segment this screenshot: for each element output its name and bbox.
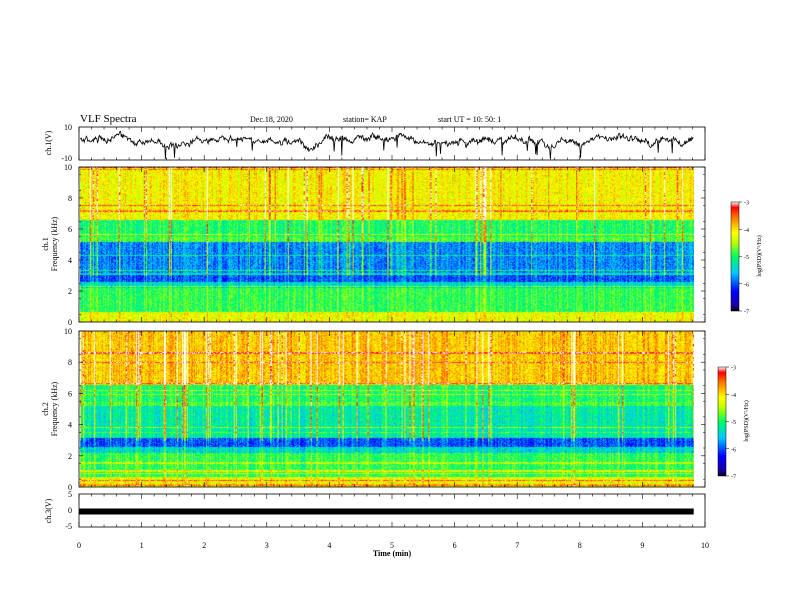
ch1-waveform-line: [79, 130, 694, 160]
time-tick-label: 10: [701, 541, 709, 550]
colorbar-tick-label: -7: [731, 475, 736, 481]
frequency-tick-label: 2: [68, 452, 72, 461]
colorbar-tick-label: -5: [731, 420, 736, 426]
frequency-tick-label: 0: [68, 318, 72, 327]
ch3-signal-line: [79, 508, 694, 515]
frequency-tick-label: 10: [64, 327, 72, 336]
ch2-spectrogram-heatmap: [80, 331, 694, 487]
time-axis-label: Time (min): [373, 549, 412, 558]
time-tick-label: 5: [390, 541, 394, 550]
spectrogram-image: [80, 331, 694, 487]
ch1-colorbar-label: log(PSD)(V²/Hz): [756, 235, 763, 276]
ch1-waveform-panel: 10 -10 ch.1(V): [44, 123, 706, 163]
ch1-waveform-trace: [79, 130, 694, 160]
frequency-tick-label: 6: [68, 225, 72, 234]
colorbar-tick-label: -3: [744, 201, 749, 207]
ch1-colorbar-ticks: -3 -4 -5 -6 -7: [739, 201, 749, 316]
ch1-spectrogram-ylabel-channel: ch.1: [41, 237, 50, 251]
time-tick-label: 0: [77, 541, 81, 550]
ch3-signal-ylabel: ch.3(V): [44, 498, 53, 523]
ch1-colorbar-gradient: [730, 201, 740, 312]
ch1-spectrogram-xticks: [78, 167, 706, 322]
ch1-waveform-xticks: [78, 127, 706, 160]
ch1-ytick-top: 10: [64, 123, 72, 132]
ch1-spectrogram-yticks: 0 2 4 6 8 10: [64, 163, 705, 327]
ch2-spectrogram-yticks: 0 2 4 6 8 10: [64, 327, 705, 492]
time-tick-label: 3: [265, 541, 269, 550]
ch1-ytick-bottom: -10: [61, 154, 72, 163]
figure-title: VLF Spectra: [80, 113, 137, 125]
ch2-colorbar-label: log(PSD)(V²/Hz): [743, 400, 750, 441]
spectrogram-image: [80, 167, 694, 322]
frequency-tick-label: 8: [68, 358, 72, 367]
colorbar-tick-label: -4: [744, 228, 749, 234]
ch3-signal-panel: 5 0 -5 ch.3(V): [44, 490, 706, 531]
time-axis-tick-labels: 0 1 2 3 4 5 6 7 8 9 10: [77, 541, 709, 550]
frequency-tick-label: 4: [68, 421, 72, 430]
colorbar-tick-label: -6: [731, 447, 736, 453]
colorbar-tick-label: -6: [744, 282, 749, 288]
ch1-waveform-ylabel: ch.1(V): [44, 130, 53, 155]
ch2-colorbar: -3 -4 -5 -6 -7 log(PSD)(V²/Hz): [717, 366, 750, 481]
time-tick-label: 2: [202, 541, 206, 550]
ch3-ytick-mid: 0: [68, 506, 72, 515]
ch1-colorbar: -3 -4 -5 -6 -7 log(PSD)(V²/Hz): [730, 201, 763, 316]
frequency-tick-label: 0: [68, 483, 72, 492]
header-station: station= KAP: [343, 115, 387, 124]
ch2-spectrogram-ylabel-channel: ch.2: [41, 402, 50, 416]
frequency-tick-label: 10: [64, 163, 72, 172]
ch2-spectrogram-panel: 0 2 4 6 8 10 ch.2 Frequency (kHz): [41, 327, 706, 492]
colorbar-tick-label: -3: [731, 366, 736, 372]
ch2-colorbar-gradient: [717, 366, 727, 477]
ch3-signal-xticks: [78, 494, 706, 527]
time-tick-label: 4: [327, 541, 331, 550]
ch3-ytick-bottom: -5: [65, 522, 72, 531]
frequency-tick-label: 8: [68, 194, 72, 203]
colorbar-tick-label: -5: [744, 255, 749, 261]
ch3-ytick-top: 5: [68, 490, 72, 499]
time-tick-label: 9: [640, 541, 644, 550]
colorbar-tick-label: -4: [731, 393, 736, 399]
ch1-spectrogram-ylabel: Frequency (kHz): [50, 216, 59, 271]
time-tick-label: 6: [453, 541, 457, 550]
time-tick-label: 1: [140, 541, 144, 550]
time-tick-label: 7: [515, 541, 519, 550]
time-tick-label: 8: [578, 541, 582, 550]
frequency-tick-label: 6: [68, 389, 72, 398]
frequency-tick-label: 4: [68, 256, 72, 265]
ch1-spectrogram-panel: 0 2 4 6 8 10 ch.1 Frequency (kHz): [41, 163, 706, 327]
ch1-spectrogram-heatmap: [80, 167, 694, 322]
header-start-time: start UT = 10: 50: 1: [438, 115, 501, 124]
ch2-colorbar-ticks: -3 -4 -5 -6 -7: [726, 366, 736, 481]
colorbar-tick-label: -7: [744, 310, 749, 316]
header-date: Dec.18, 2020: [250, 115, 293, 124]
frequency-tick-label: 2: [68, 287, 72, 296]
ch2-spectrogram-xticks: [78, 331, 706, 487]
ch2-spectrogram-ylabel: Frequency (kHz): [50, 381, 59, 436]
